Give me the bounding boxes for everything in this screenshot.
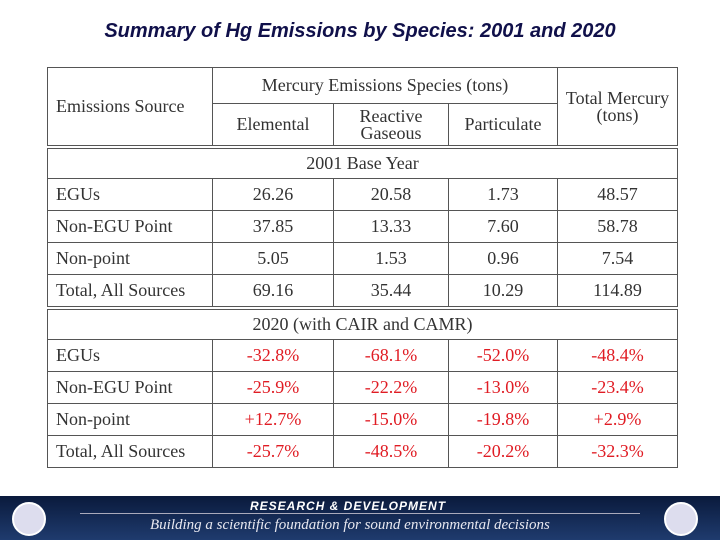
epa-logo	[12, 502, 46, 536]
tagline: Building a scientific foundation for sou…	[150, 517, 550, 533]
value-cell: -32.8%	[212, 339, 334, 372]
emissions-table: Emissions Source Mercury Emissions Speci…	[47, 67, 678, 468]
header-cell: Reactive Gaseous	[333, 103, 449, 148]
value-cell: -22.2%	[333, 371, 449, 404]
value-cell: 5.05	[212, 242, 334, 275]
section-title: 2020 (with CAIR and CAMR)	[47, 306, 678, 340]
source-cell: Non-EGU Point	[47, 210, 213, 243]
header-cell: Mercury Emissions Species (tons)	[212, 67, 558, 104]
data-row: Non-point +12.7% -15.0% -19.8% +2.9%	[47, 403, 678, 436]
section-row: 2001 Base Year	[47, 145, 678, 179]
value-cell: -13.0%	[448, 371, 558, 404]
source-cell: Total, All Sources	[47, 274, 213, 309]
value-cell: 7.54	[557, 242, 678, 275]
value-cell: 20.58	[333, 178, 449, 211]
value-cell: -19.8%	[448, 403, 558, 436]
value-cell: +12.7%	[212, 403, 334, 436]
source-cell: Total, All Sources	[47, 435, 213, 468]
footer-banner: RESEARCH & DEVELOPMENT Building a scient…	[0, 496, 720, 540]
noaa-logo	[664, 502, 698, 536]
header-cell: Total Mercury (tons)	[557, 67, 678, 148]
data-row: EGUs -32.8% -68.1% -52.0% -48.4%	[47, 339, 678, 372]
value-cell: -48.4%	[557, 339, 678, 372]
source-cell: EGUs	[47, 339, 213, 372]
value-cell: -15.0%	[333, 403, 449, 436]
data-row: Non-EGU Point -25.9% -22.2% -13.0% -23.4%	[47, 371, 678, 404]
value-cell: +2.9%	[557, 403, 678, 436]
value-cell: 58.78	[557, 210, 678, 243]
header-row: Elemental Reactive Gaseous Particulate	[48, 103, 678, 148]
value-cell: -25.7%	[212, 435, 334, 468]
value-cell: 7.60	[448, 210, 558, 243]
source-cell: Non-EGU Point	[47, 371, 213, 404]
value-cell: 13.33	[333, 210, 449, 243]
value-cell: 0.96	[448, 242, 558, 275]
section-row: 2020 (with CAIR and CAMR)	[47, 306, 678, 340]
value-cell: -25.9%	[212, 371, 334, 404]
data-row: EGUs 26.26 20.58 1.73 48.57	[47, 178, 678, 211]
value-cell: 26.26	[212, 178, 334, 211]
value-cell: 1.73	[448, 178, 558, 211]
value-cell: -68.1%	[333, 339, 449, 372]
value-cell: 35.44	[333, 274, 449, 309]
section-title: 2001 Base Year	[47, 145, 678, 179]
divider	[80, 513, 640, 514]
value-cell: -52.0%	[448, 339, 558, 372]
data-row: Non-EGU Point 37.85 13.33 7.60 58.78	[47, 210, 678, 243]
value-cell: 48.57	[557, 178, 678, 211]
data-row: Total, All Sources 69.16 35.44 10.29 114.89	[47, 274, 678, 309]
header-cell: Elemental	[212, 103, 334, 148]
banner-text: RESEARCH & DEVELOPMENT	[250, 499, 447, 513]
value-cell: 114.89	[557, 274, 678, 309]
header-cell: Particulate	[448, 103, 558, 148]
header-cell: Emissions Source	[47, 67, 213, 148]
data-row: Total, All Sources -25.7% -48.5% -20.2% -32.…	[47, 435, 678, 468]
data-row: Non-point 5.05 1.53 0.96 7.54	[47, 242, 678, 275]
value-cell: 10.29	[448, 274, 558, 309]
source-cell: Non-point	[47, 242, 213, 275]
value-cell: -20.2%	[448, 435, 558, 468]
value-cell: 69.16	[212, 274, 334, 309]
value-cell: -32.3%	[557, 435, 678, 468]
value-cell: 1.53	[333, 242, 449, 275]
header-row: Emissions Source Mercury Emissions Speci…	[47, 67, 678, 148]
value-cell: 37.85	[212, 210, 334, 243]
value-cell: -23.4%	[557, 371, 678, 404]
source-cell: Non-point	[47, 403, 213, 436]
source-cell: EGUs	[47, 178, 213, 211]
value-cell: -48.5%	[333, 435, 449, 468]
slide-title: Summary of Hg Emissions by Species: 2001…	[104, 20, 616, 42]
